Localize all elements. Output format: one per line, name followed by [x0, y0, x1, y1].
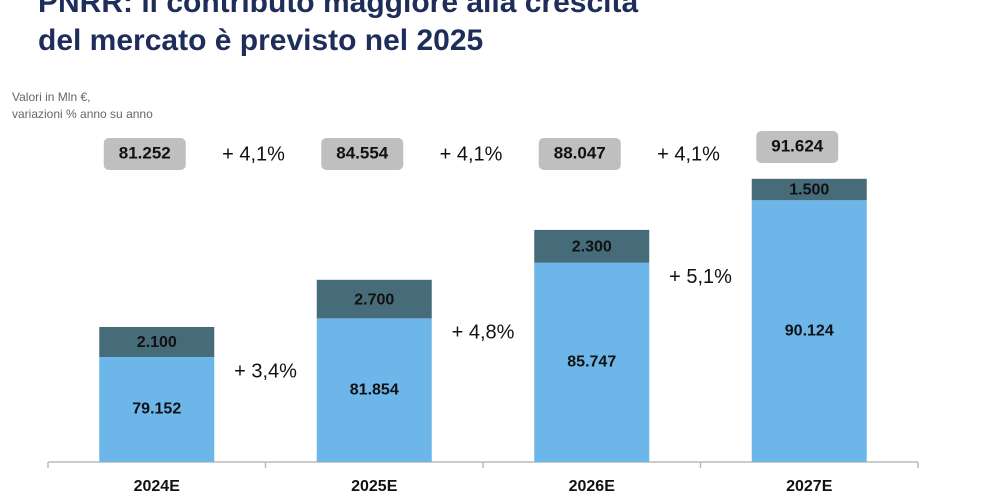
x-tick-label: 2024E — [134, 478, 181, 495]
growth-label: + 4,1% — [440, 143, 503, 165]
total-box — [103, 138, 186, 170]
bar-segment — [316, 279, 432, 319]
bar-segment — [316, 318, 432, 462]
value-label: 90.124 — [785, 322, 834, 339]
value-label: 1.500 — [789, 182, 829, 199]
x-tick-label: 2025E — [351, 478, 398, 495]
value-label: 2.300 — [572, 239, 612, 256]
value-label: 85.747 — [567, 354, 616, 371]
growth-label: + 5,1% — [669, 266, 732, 288]
bar-segment — [534, 262, 650, 462]
growth-label: + 4,8% — [452, 322, 515, 344]
growth-label: + 4,1% — [222, 143, 285, 165]
total-box — [321, 138, 404, 170]
value-label: 81.854 — [350, 381, 399, 398]
value-label: 2.100 — [137, 334, 177, 351]
bar-segment — [99, 356, 215, 462]
bar-segment — [751, 178, 867, 201]
value-label: 2.700 — [354, 291, 394, 308]
total-label: 91.624 — [771, 136, 824, 155]
value-label: 79.152 — [132, 401, 181, 418]
bar-segment — [99, 326, 215, 357]
total-box — [538, 138, 621, 170]
subtitle-line: Valori in Mln €, — [12, 90, 90, 104]
subtitle-line: variazioni % anno su anno — [12, 107, 153, 121]
total-label: 81.252 — [119, 143, 171, 162]
total-label: 84.554 — [336, 143, 389, 162]
bar-segment — [534, 229, 650, 263]
growth-label: + 4,1% — [657, 143, 720, 165]
total-label: 88.047 — [554, 143, 606, 162]
growth-label: + 3,4% — [234, 360, 297, 382]
x-tick-label: 2027E — [786, 478, 833, 495]
x-tick-label: 2026E — [569, 478, 616, 495]
chart-title-line: PNRR: il contributo maggiore alla cresci… — [38, 0, 638, 19]
total-box — [756, 131, 839, 163]
chart-title-line: del mercato è previsto nel 2025 — [38, 24, 483, 57]
bar-segment — [751, 200, 867, 462]
